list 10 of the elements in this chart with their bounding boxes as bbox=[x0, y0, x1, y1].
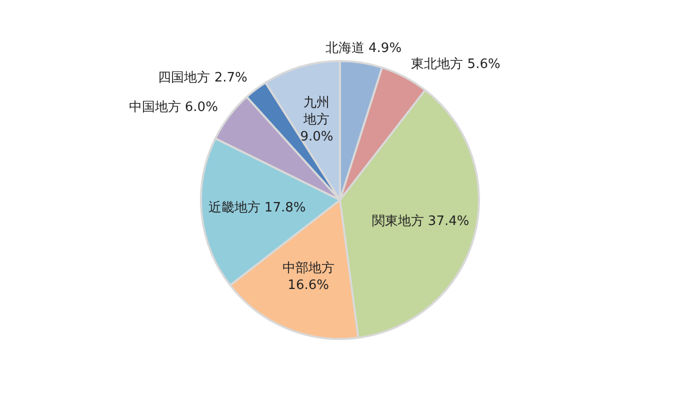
slice-label: 東北地方 5.6% bbox=[411, 56, 500, 72]
data-label: 16.6% bbox=[288, 278, 329, 294]
slice-label: 北海道 4.9% bbox=[325, 41, 402, 56]
slice-label: 関東地方 37.4% bbox=[372, 213, 470, 230]
data-label: 9.0% bbox=[300, 129, 334, 144]
slice-label: 中部地方 bbox=[282, 260, 334, 276]
slice-label: 九州地方 bbox=[302, 95, 330, 128]
slice-label: 四国地方 2.7% bbox=[158, 70, 248, 86]
slice-label: 中国地方 6.0% bbox=[128, 99, 218, 116]
slice-label: 近畿地方 17.8% bbox=[208, 200, 306, 216]
